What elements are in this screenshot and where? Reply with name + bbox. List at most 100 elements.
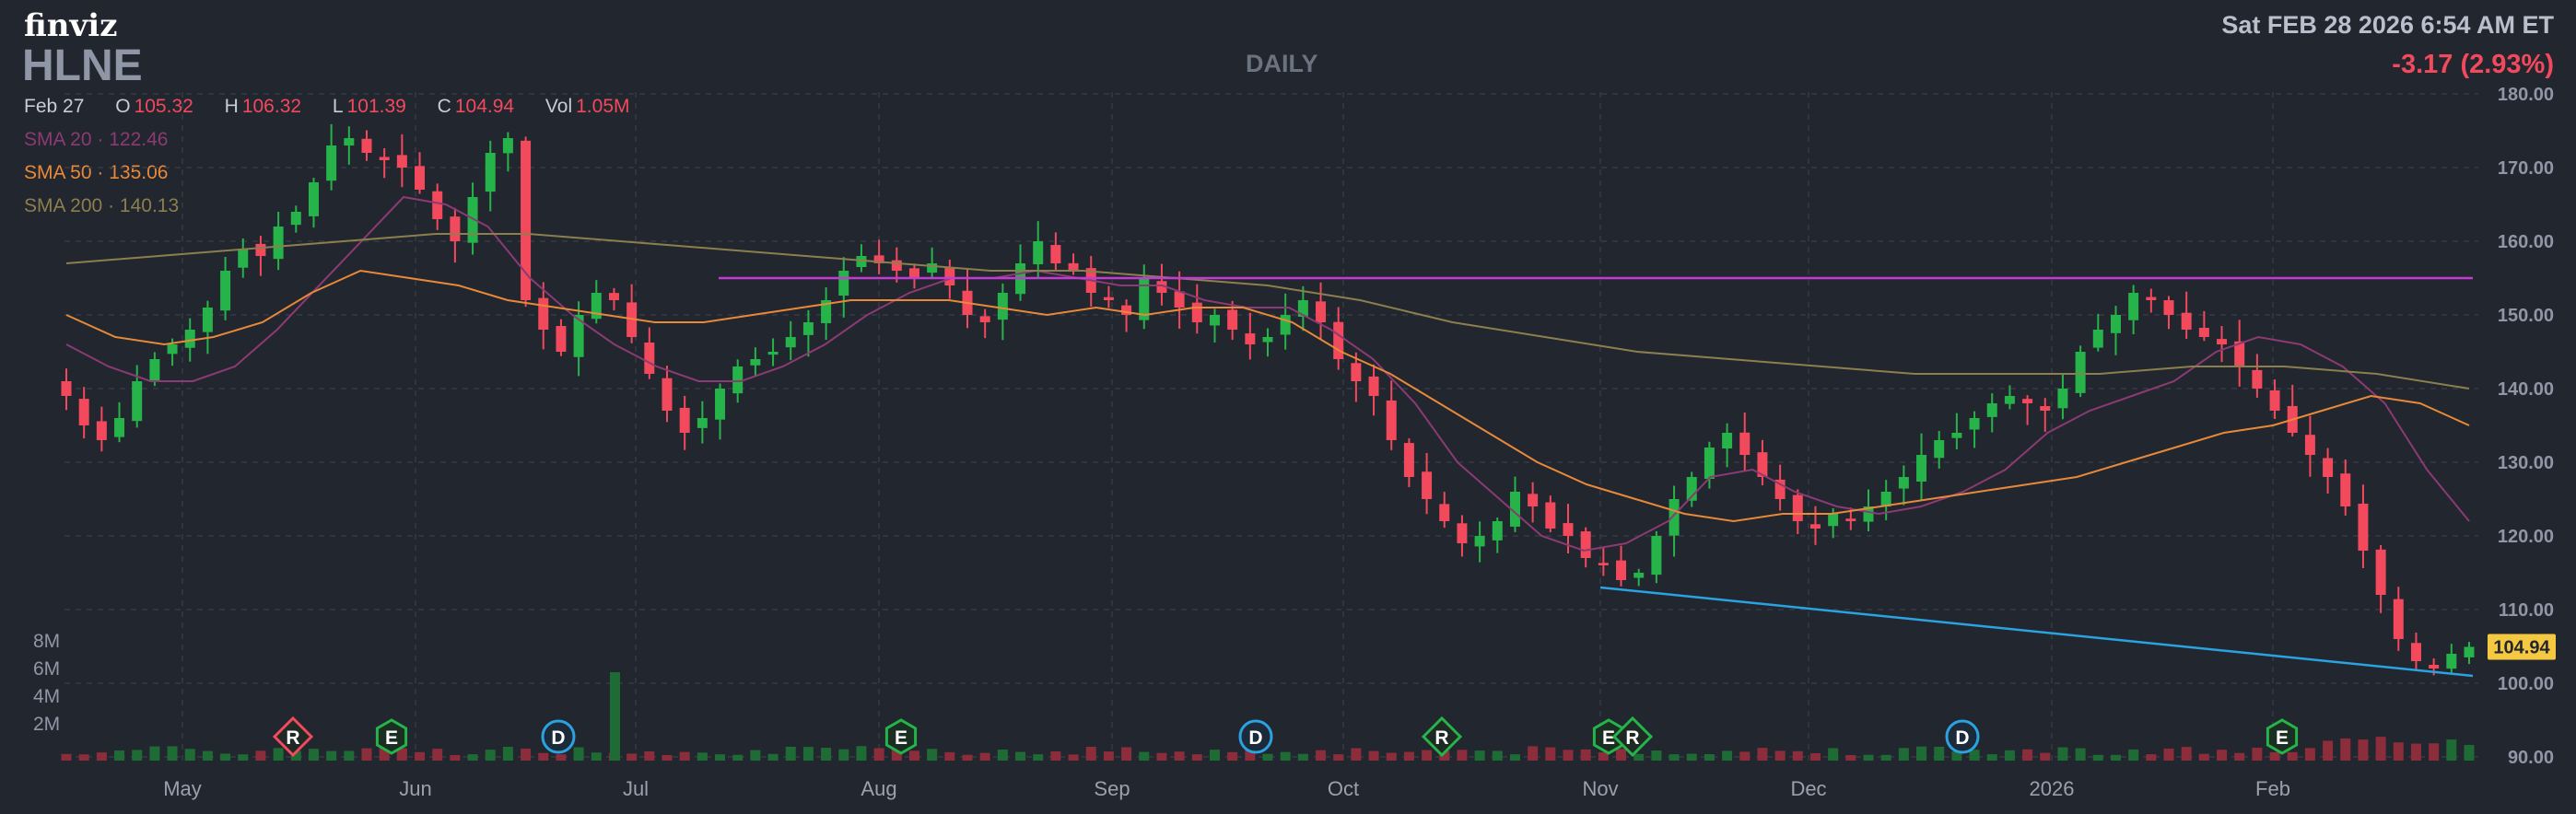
sma200-legend[interactable]: SMA 200 · 140.13 [24, 195, 180, 216]
candle-body [1934, 440, 1945, 459]
candle-body [1651, 536, 1662, 576]
candle-body [1845, 518, 1856, 521]
volume-bar [344, 750, 355, 761]
volume-bar [361, 748, 372, 761]
volume-bar [556, 754, 567, 761]
volume-bar [2375, 737, 2386, 761]
volume-bar [1580, 749, 1591, 761]
volume-bar [1474, 750, 1485, 761]
volume-bar [2446, 739, 2457, 761]
candle-body [379, 157, 390, 160]
volume-bar [979, 752, 990, 761]
candle-body [697, 418, 708, 428]
candle-body [326, 145, 337, 181]
volume-bar [2092, 754, 2103, 761]
volume-bar [432, 749, 443, 761]
event-marker-label: E [1602, 727, 1615, 749]
candle-body [891, 260, 902, 271]
volume-bar [1227, 751, 1238, 761]
candle-body [538, 297, 549, 330]
candle-body [1880, 492, 1891, 507]
volume-bar [415, 751, 426, 761]
rating-marker [1611, 715, 1654, 758]
candle-body [1598, 563, 1609, 565]
volume-bar [1563, 750, 1574, 761]
event-marker-label: E [2276, 727, 2289, 749]
volume-bar [538, 752, 549, 761]
timeframe-label[interactable]: DAILY [1246, 50, 1318, 77]
candle-body [1245, 333, 1256, 344]
chart-grid [64, 92, 2478, 764]
candle-body [2340, 473, 2351, 506]
volume-bar [255, 750, 266, 761]
volume-bar [1085, 746, 1096, 761]
x-tick-label: Dec [1790, 777, 1826, 800]
candle-body [1368, 376, 1379, 396]
volume-bar [1704, 753, 1715, 761]
candle-body [1474, 536, 1485, 547]
low-label: L [332, 96, 344, 117]
volume-bar [2217, 750, 2228, 761]
sma20-legend[interactable]: SMA 20 · 122.46 [24, 129, 169, 150]
candle-body [2375, 549, 2386, 595]
candle-body [273, 227, 284, 260]
event-marker-label: E [385, 727, 398, 749]
volume-bar [1828, 748, 1839, 761]
sma20-label: SMA 20 [24, 129, 92, 150]
volume-bar [1934, 746, 1945, 761]
ohlc-legend: Feb 27 O 105.32 H 106.32 L 101.39 C 104.94 V… [24, 96, 656, 118]
candle-body [1633, 573, 1645, 578]
candle-body [2128, 293, 2139, 320]
volume-bar [1351, 748, 1362, 761]
volume-bar [2410, 743, 2421, 761]
volume-bar [1863, 754, 1874, 761]
volume-bar [1528, 746, 1539, 761]
earnings-marker [884, 718, 918, 755]
candle-body [1509, 492, 1520, 527]
candle-body [1686, 477, 1697, 501]
y-tick-label: 110.00 [2499, 600, 2554, 621]
candle-body [1916, 455, 1927, 482]
volume-bar [1439, 750, 1450, 761]
x-tick-label: May [163, 777, 202, 800]
ohlc-date: Feb 27 [24, 96, 85, 117]
candle-body [485, 153, 496, 192]
volume-bar [2304, 748, 2315, 761]
candle-body [2075, 352, 2086, 393]
volume-bar [1686, 753, 1697, 761]
volume-tick-label: 4M [33, 686, 60, 707]
volume-bar [1033, 754, 1044, 761]
candle-body [802, 322, 814, 335]
volume-bar [679, 751, 690, 761]
candle-body [715, 389, 726, 420]
volume-bar [644, 750, 655, 761]
candle-body [785, 337, 796, 348]
dividend-marker [1238, 719, 1273, 754]
candle-body [2181, 312, 2192, 330]
volume-bar [1809, 752, 1821, 761]
finviz-logo[interactable]: finviz [24, 7, 118, 44]
candle-body [167, 344, 178, 355]
candlesticks [61, 123, 2475, 676]
volume-bar [2464, 745, 2475, 761]
candle-body [1774, 479, 1786, 499]
volume-bar [114, 750, 125, 761]
volume-bar [2269, 751, 2280, 761]
axes: 180.00 170.00 160.00 150.00 140.00 130.00 120.… [33, 85, 2556, 800]
candle-body [502, 138, 513, 154]
candle-body [944, 266, 955, 285]
volume-bar [944, 751, 955, 761]
volume-bar [1951, 751, 1962, 761]
candle-body [2163, 300, 2174, 315]
volume-bar [821, 748, 832, 761]
volume-bar [2358, 739, 2369, 761]
close-label: C [437, 96, 451, 117]
candle-body [1969, 418, 1980, 430]
candle-body [767, 352, 779, 355]
dividend-marker [541, 719, 576, 754]
volume-bar [379, 747, 390, 761]
volume-bar [326, 750, 337, 761]
volume-bar [1191, 754, 1202, 761]
sma-line-0 [65, 195, 2470, 552]
